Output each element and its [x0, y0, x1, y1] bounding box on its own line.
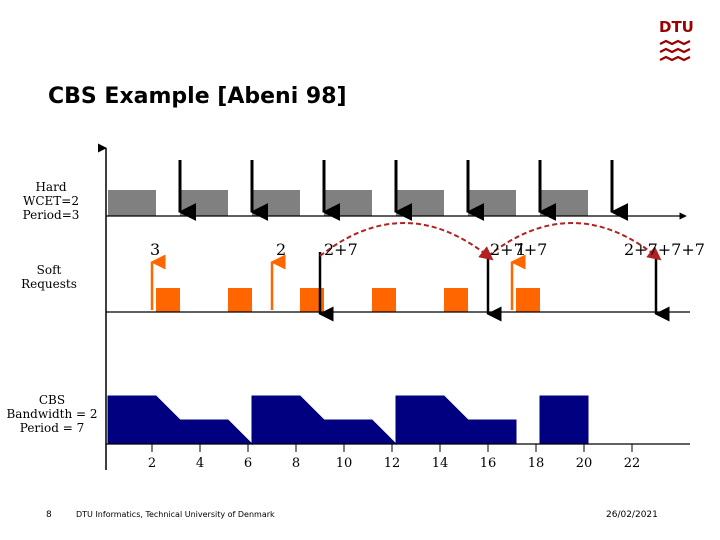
budget-annotation: 3	[150, 240, 161, 259]
axis-tick-label: 6	[243, 456, 253, 471]
hard-execution-block	[396, 190, 444, 216]
axis-tick-label: 2	[147, 456, 157, 471]
cbs-budget-area	[107, 395, 589, 446]
hard-execution-block	[108, 190, 156, 216]
cbs-bandwidth-label: Bandwidth = 2	[6, 407, 98, 421]
soft-label-line: Soft	[36, 263, 62, 277]
soft-execution-block	[372, 288, 396, 312]
footer-text: DTU Informatics, Technical University of…	[76, 510, 275, 519]
budget-annotation: 2	[276, 240, 287, 259]
soft-execution-block	[444, 288, 468, 312]
hard-execution-block	[468, 190, 516, 216]
axis-tick-label: 22	[623, 456, 641, 471]
cbs-label: CBS Bandwidth = 2 Period = 7	[4, 393, 100, 435]
deadline-postponement-curve	[319, 222, 494, 261]
budget-annotation: 2+7+7	[490, 240, 548, 259]
budget-annotation: 2+7+7+7	[624, 240, 705, 259]
requests-label-line: Requests	[21, 277, 77, 291]
axis-tick-label: 4	[195, 456, 205, 471]
cbs-label-line: CBS	[38, 393, 66, 407]
cbs-period-label: Period = 7	[19, 421, 85, 435]
hard-execution-block	[180, 190, 228, 216]
budget-annotation: 2+7	[324, 240, 358, 259]
axis-tick-label: 18	[527, 456, 545, 471]
hard-period-label: Period=3	[22, 208, 80, 222]
dtu-logo: DTU	[659, 18, 694, 36]
axis-tick-label: 16	[479, 456, 497, 471]
soft-requests-label: Soft Requests	[14, 263, 84, 291]
hard-label-line: Hard	[35, 180, 67, 194]
hard-task-label: Hard WCET=2 Period=3	[16, 180, 86, 222]
axis-tick-label: 12	[383, 456, 401, 471]
slide-title: CBS Example [Abeni 98]	[48, 84, 347, 109]
soft-execution-block	[156, 288, 180, 312]
deadline-postponement-curve	[487, 222, 662, 261]
hard-execution-block	[540, 190, 588, 216]
hard-execution-block	[252, 190, 300, 216]
axis-tick-label: 8	[291, 456, 301, 471]
hard-wcet-label: WCET=2	[23, 194, 79, 208]
axis-tick-label: 14	[431, 456, 449, 471]
soft-execution-block	[516, 288, 540, 312]
slide-date: 26/02/2021	[606, 510, 658, 520]
hard-execution-block	[324, 190, 372, 216]
axis-tick-label: 10	[335, 456, 353, 471]
page-number: 8	[46, 510, 52, 520]
soft-execution-block	[228, 288, 252, 312]
budget-annotation: 1	[516, 240, 527, 259]
axis-tick-label: 20	[575, 456, 593, 471]
